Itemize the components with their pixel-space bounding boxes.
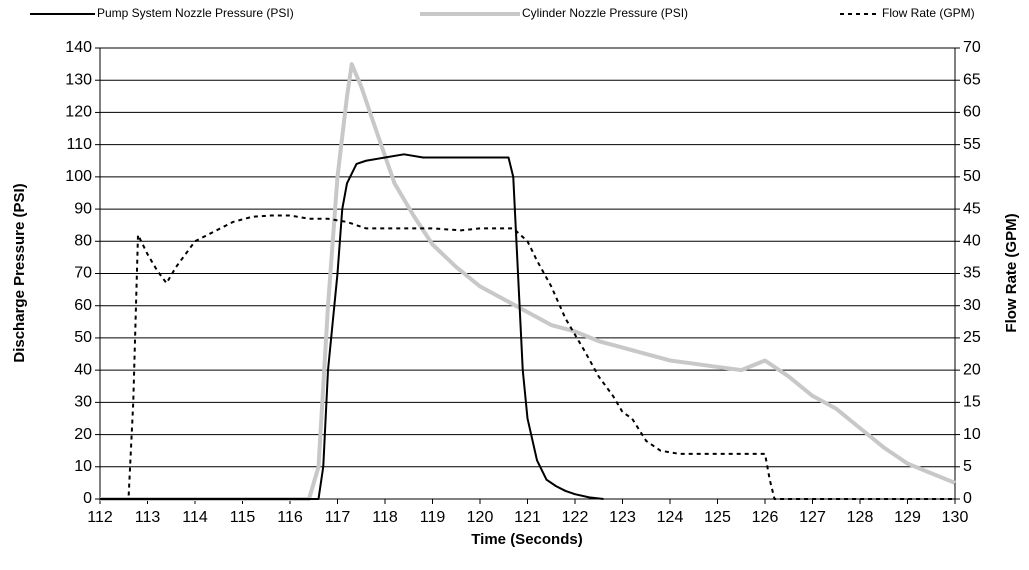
y2-tick-label: 30 bbox=[963, 297, 981, 314]
x-tick-label: 128 bbox=[847, 509, 874, 526]
x-tick-label: 121 bbox=[514, 509, 541, 526]
y2-tick-label: 50 bbox=[963, 168, 981, 185]
series-line bbox=[100, 153, 604, 500]
x-tick-label: 112 bbox=[87, 509, 113, 526]
y-tick-label: 100 bbox=[65, 168, 92, 185]
legend-label: Flow Rate (GPM) bbox=[882, 6, 975, 20]
y2-axis-title: Flow Rate (GPM) bbox=[1003, 213, 1020, 332]
x-tick-label: 118 bbox=[372, 509, 398, 526]
y2-tick-label: 0 bbox=[963, 490, 972, 507]
plot-frame bbox=[99, 47, 956, 500]
y2-tick-label: 15 bbox=[963, 394, 981, 411]
y-tick-label: 120 bbox=[65, 104, 92, 121]
y2-tick-label: 35 bbox=[963, 265, 981, 282]
x-tick-label: 125 bbox=[704, 509, 731, 526]
y2-tick-label: 20 bbox=[963, 361, 981, 378]
x-tick-label: 116 bbox=[277, 509, 303, 526]
x-tick-label: 130 bbox=[942, 509, 969, 526]
y2-tick-label: 45 bbox=[963, 200, 981, 217]
y2-tick-label: 70 bbox=[963, 39, 981, 56]
y2-tick-label: 55 bbox=[963, 136, 981, 153]
y-tick-label: 20 bbox=[74, 426, 92, 443]
x-tick-label: 120 bbox=[467, 509, 494, 526]
y-tick-label: 50 bbox=[74, 329, 92, 346]
y-tick-label: 60 bbox=[74, 297, 92, 314]
legend-label: Pump System Nozzle Pressure (PSI) bbox=[97, 6, 294, 20]
y-axis-title: Discharge Pressure (PSI) bbox=[11, 183, 28, 362]
y-tick-label: 10 bbox=[74, 458, 92, 475]
y-tick-label: 70 bbox=[74, 265, 92, 282]
y2-tick-label: 65 bbox=[963, 71, 981, 88]
y2-tick-label: 40 bbox=[963, 233, 981, 250]
x-tick-label: 119 bbox=[420, 509, 446, 526]
x-tick-label: 115 bbox=[230, 509, 256, 526]
x-tick-label: 114 bbox=[182, 509, 208, 526]
y-tick-label: 40 bbox=[74, 361, 92, 378]
x-tick-label: 124 bbox=[657, 509, 684, 526]
series-line bbox=[100, 62, 956, 501]
y2-tick-label: 25 bbox=[963, 329, 981, 346]
x-tick-label: 122 bbox=[562, 509, 589, 526]
x-tick-label: 123 bbox=[609, 509, 636, 526]
y2-tick-label: 60 bbox=[963, 104, 981, 121]
x-tick-label: 117 bbox=[325, 509, 351, 526]
x-tick-label: 127 bbox=[799, 509, 826, 526]
y2-tick-label: 5 bbox=[963, 458, 972, 475]
y-tick-label: 90 bbox=[74, 200, 92, 217]
y2-tick-label: 10 bbox=[963, 426, 981, 443]
x-axis-title: Time (Seconds) bbox=[471, 531, 582, 548]
y-tick-label: 80 bbox=[74, 233, 92, 250]
y-tick-label: 30 bbox=[74, 394, 92, 411]
x-tick-label: 129 bbox=[894, 509, 921, 526]
x-tick-label: 113 bbox=[135, 509, 161, 526]
legend-label: Cylinder Nozzle Pressure (PSI) bbox=[522, 6, 688, 20]
series-line bbox=[100, 214, 955, 500]
y-tick-label: 130 bbox=[65, 71, 92, 88]
y-tick-label: 0 bbox=[83, 490, 92, 507]
y-tick-label: 140 bbox=[65, 39, 92, 56]
x-tick-label: 126 bbox=[752, 509, 779, 526]
y-tick-label: 110 bbox=[66, 136, 92, 153]
